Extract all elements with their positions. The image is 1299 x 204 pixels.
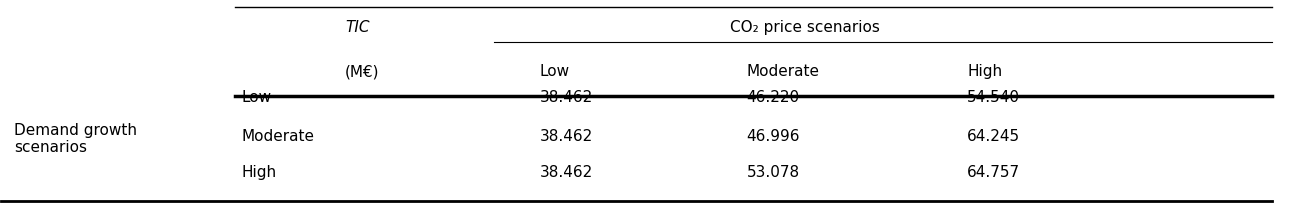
Text: 54.540: 54.540 (966, 91, 1020, 105)
Text: Demand growth
scenarios: Demand growth scenarios (14, 123, 138, 155)
Text: 46.220: 46.220 (747, 91, 800, 105)
Text: Moderate: Moderate (242, 129, 314, 144)
Text: (M€): (M€) (346, 64, 379, 79)
Text: 64.245: 64.245 (966, 129, 1020, 144)
Text: Low: Low (539, 64, 569, 79)
Text: 38.462: 38.462 (539, 165, 592, 180)
Text: 46.996: 46.996 (747, 129, 800, 144)
Text: TIC: TIC (346, 20, 369, 35)
Text: High: High (242, 165, 277, 180)
Text: 64.757: 64.757 (966, 165, 1020, 180)
Text: CO₂ price scenarios: CO₂ price scenarios (730, 20, 879, 35)
Text: 38.462: 38.462 (539, 129, 592, 144)
Text: 53.078: 53.078 (747, 165, 800, 180)
Text: Moderate: Moderate (747, 64, 820, 79)
Text: High: High (966, 64, 1003, 79)
Text: 38.462: 38.462 (539, 91, 592, 105)
Text: Low: Low (242, 91, 271, 105)
